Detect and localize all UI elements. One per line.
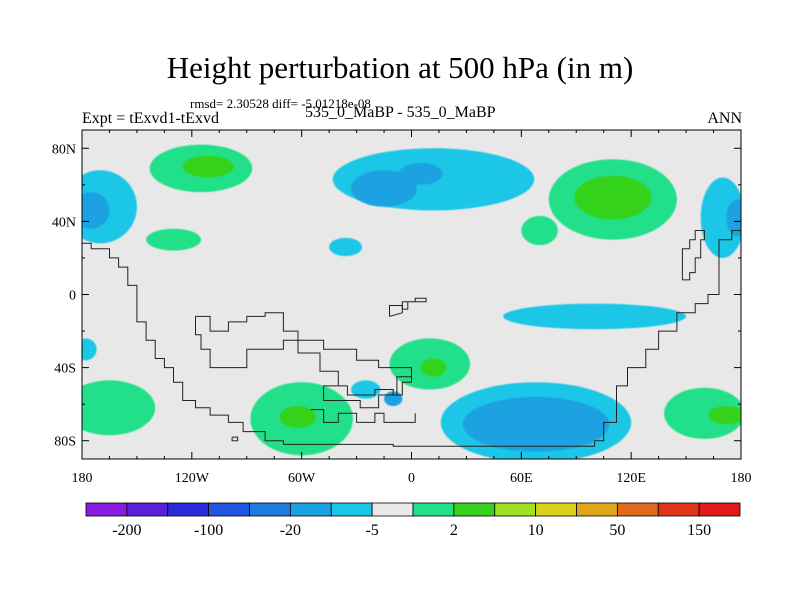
center-subtitle: 535_0_MaBP - 535_0_MaBP	[305, 104, 496, 121]
colorbar-swatch-8	[412, 502, 455, 517]
coastline-1	[195, 312, 412, 409]
x-tick-label-3: 0	[408, 471, 415, 486]
y-tick-label-3: 40S	[54, 362, 76, 377]
colorbar-swatch-13	[616, 502, 659, 517]
coastline-6	[681, 230, 705, 281]
colorbar-swatch-2	[167, 502, 210, 517]
colorbar-swatch-4	[249, 502, 291, 517]
colorbar-label-3: -5	[365, 522, 378, 539]
colorbar-swatch-10	[494, 502, 537, 517]
coastline-2	[401, 297, 427, 310]
x-tick-label-1: 120W	[175, 471, 210, 486]
colorbar: -200 -100 -20 -5 2 10 50 150	[85, 502, 741, 539]
colorbar-swatch-14	[657, 502, 700, 517]
y-tick-label-4: 80S	[54, 435, 76, 450]
colorbar-swatch-0	[85, 502, 128, 517]
contour-region-24	[82, 338, 97, 361]
x-tick-label-2: 60W	[288, 471, 316, 486]
contour-region-21	[82, 380, 156, 436]
colorbar-swatch-5	[289, 502, 332, 517]
x-tick-label-0: 180	[72, 471, 93, 486]
x-tick-label-6: 180	[731, 471, 752, 486]
colorbar-swatch-1	[126, 502, 169, 517]
contour-region-20	[279, 405, 317, 428]
contour-region-13	[521, 215, 558, 246]
y-tick-label-2: 0	[69, 289, 76, 304]
x-tick-label-5: 120E	[616, 471, 646, 486]
coastline-5	[310, 409, 416, 423]
y-tick-label-1: 40N	[52, 215, 76, 230]
contour-region-2	[398, 162, 443, 185]
left-subtitle: Expt = tExvd1-tExvd	[82, 110, 220, 127]
contour-region-14	[503, 303, 687, 330]
colorbar-label-2: -20	[280, 522, 301, 539]
colorbar-label-4: 2	[450, 522, 458, 539]
colorbar-label-5: 10	[528, 522, 544, 539]
colorbar-label-7: 150	[687, 522, 711, 539]
x-axis: 180 120W 60W 0 60E 120E 180	[72, 130, 752, 486]
contour-region-10	[726, 199, 741, 237]
chart-title: Height perturbation at 500 hPa (in m)	[166, 50, 634, 85]
contour-region-8	[82, 192, 110, 229]
colorbar-swatch-6	[330, 502, 373, 517]
colorbar-swatch-3	[208, 502, 250, 517]
colorbar-swatch-15	[698, 502, 741, 517]
colorbar-swatch-12	[576, 502, 618, 517]
coastline-7	[82, 434, 83, 438]
contour-region-6	[574, 175, 652, 220]
contour-region-11	[146, 228, 201, 251]
stats-text: rmsd= 2.30528 diff= -5.01218e-08	[190, 96, 371, 111]
x-tick-label-4: 60E	[510, 471, 533, 486]
coastline-3	[389, 305, 403, 317]
coastline-8	[231, 436, 239, 442]
colorbar-swatch-9	[453, 502, 496, 517]
right-subtitle: ANN	[707, 110, 742, 127]
contour-region-12	[329, 237, 363, 257]
colorbar-label-6: 50	[609, 522, 625, 539]
coastline-layer	[82, 230, 741, 447]
coastline-4	[338, 376, 412, 396]
contour-region-22	[664, 387, 741, 439]
contour-region-1	[351, 170, 417, 207]
colorbar-swatch-7	[371, 502, 414, 517]
y-axis: 80N 40N 0 40S 80S	[52, 142, 741, 450]
colorbar-swatch-11	[535, 502, 577, 517]
contour-region-16	[420, 358, 447, 377]
contour-region-4	[182, 155, 234, 178]
coastline-0	[82, 230, 741, 447]
y-tick-label-0: 80N	[52, 142, 76, 157]
contour-region-25	[351, 380, 381, 399]
contour-region-23	[708, 405, 741, 425]
contour-region-9	[700, 177, 741, 258]
contour-region-18	[462, 396, 610, 452]
colorbar-label-1: -100	[194, 522, 223, 539]
colorbar-label-0: -200	[112, 522, 141, 539]
